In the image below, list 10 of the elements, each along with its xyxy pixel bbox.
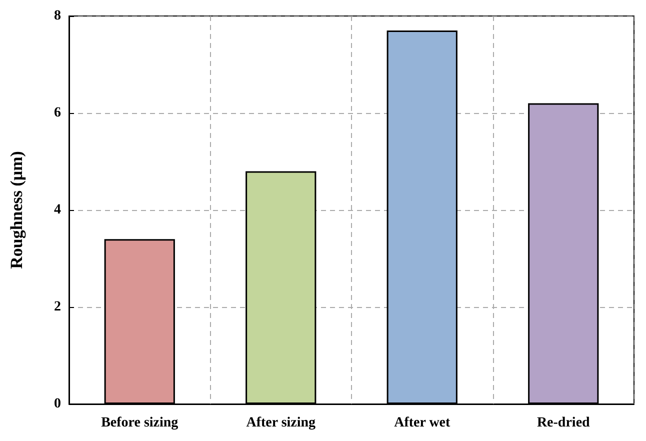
y-tick-label: 2 <box>54 300 61 314</box>
y-tick-label: 0 <box>54 396 61 412</box>
x-tick-label: After wet <box>394 416 451 430</box>
x-tick-label: Re-dried <box>536 416 590 430</box>
y-axis-title: Roughness (μm) <box>7 151 26 269</box>
y-tick-label: 6 <box>54 106 61 120</box>
y-tick-label: 8 <box>54 8 61 24</box>
y-tick-label: 4 <box>54 202 61 218</box>
x-tick-label: After sizing <box>246 416 316 430</box>
x-tick-label: Before sizing <box>101 416 178 430</box>
